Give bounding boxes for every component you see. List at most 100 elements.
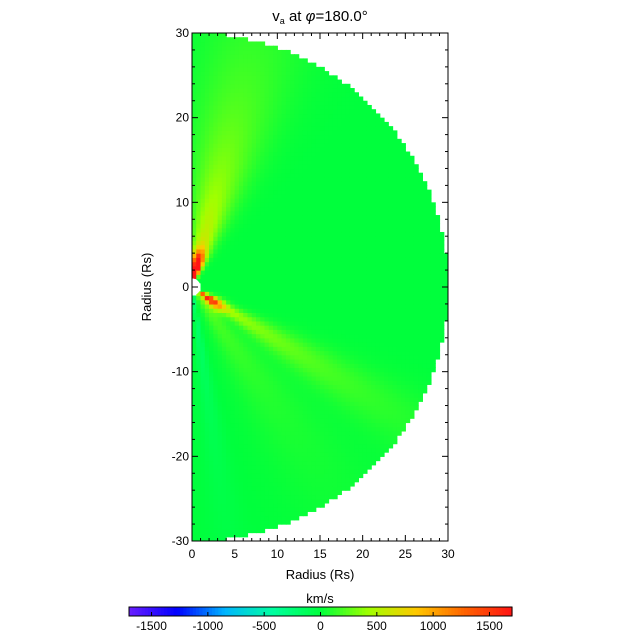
heatmap-cell xyxy=(298,299,304,305)
heatmap-cell xyxy=(371,337,377,343)
heatmap-cell xyxy=(200,447,206,453)
heatmap-layer xyxy=(192,33,448,541)
heatmap-cell xyxy=(260,83,266,89)
heatmap-cell xyxy=(196,244,202,250)
heatmap-cell xyxy=(230,422,236,428)
heatmap-cell xyxy=(379,303,385,309)
heatmap-cell xyxy=(273,363,278,369)
heatmap-cell xyxy=(371,375,377,381)
heatmap-cell xyxy=(226,176,231,182)
heatmap-cell xyxy=(234,181,240,186)
heatmap-cell xyxy=(204,151,210,157)
heatmap-cell xyxy=(277,240,283,246)
heatmap-cell xyxy=(311,193,317,199)
heatmap-cell xyxy=(230,524,236,529)
heatmap-cell xyxy=(204,401,210,407)
heatmap-cell xyxy=(247,502,253,508)
heatmap-cell xyxy=(302,117,308,123)
heatmap-cell xyxy=(260,443,266,449)
heatmap-cell xyxy=(264,405,270,411)
heatmap-cell xyxy=(345,168,351,174)
heatmap-cell xyxy=(358,325,364,330)
heatmap-cell xyxy=(213,126,219,131)
heatmap-cell xyxy=(234,155,240,161)
heatmap-cell xyxy=(264,282,270,288)
heatmap-cell xyxy=(324,261,330,267)
heatmap-cell xyxy=(238,79,244,85)
heatmap-cell xyxy=(260,380,266,385)
heatmap-cell xyxy=(384,358,389,364)
heatmap-cell xyxy=(354,405,359,411)
heatmap-cell xyxy=(290,346,295,352)
heatmap-cell xyxy=(281,409,287,415)
heatmap-cell xyxy=(230,193,236,199)
heatmap-cell xyxy=(320,240,325,246)
heatmap-cell xyxy=(371,452,377,457)
heatmap-cell xyxy=(311,189,317,195)
heatmap-cell xyxy=(379,181,385,186)
heatmap-cell xyxy=(341,96,347,102)
heatmap-cell xyxy=(209,346,214,352)
heatmap-cell xyxy=(256,447,261,453)
heatmap-cell xyxy=(268,443,274,449)
heatmap-cell xyxy=(260,198,266,203)
heatmap-cell xyxy=(192,168,197,174)
heatmap-cell xyxy=(213,130,219,136)
heatmap-cell xyxy=(230,388,236,394)
heatmap-cell xyxy=(341,329,347,335)
heatmap-cell xyxy=(277,447,283,453)
heatmap-cell xyxy=(277,176,283,182)
heatmap-cell xyxy=(273,75,278,81)
heatmap-cell xyxy=(341,160,347,165)
heatmap-cell xyxy=(320,210,325,216)
heatmap-cell xyxy=(277,430,283,436)
heatmap-cell xyxy=(251,308,257,313)
heatmap-cell xyxy=(349,138,355,144)
heatmap-cell xyxy=(298,511,304,517)
heatmap-cell xyxy=(221,426,227,432)
heatmap-cell xyxy=(230,367,236,373)
heatmap-cell xyxy=(243,384,249,390)
heatmap-cell xyxy=(277,490,283,496)
heatmap-cell xyxy=(247,287,253,292)
heatmap-cell xyxy=(294,409,300,415)
heatmap-cell xyxy=(226,83,231,89)
heatmap-cell xyxy=(302,337,308,343)
heatmap-cell xyxy=(268,100,274,106)
heatmap-cell xyxy=(362,469,368,474)
heatmap-cell xyxy=(324,168,330,174)
heatmap-cell xyxy=(238,96,244,102)
heatmap-cell xyxy=(311,257,317,263)
heatmap-cell xyxy=(217,329,223,335)
heatmap-cell xyxy=(388,337,394,343)
heatmap-cell xyxy=(298,113,304,119)
heatmap-cell xyxy=(221,45,227,51)
heatmap-cell xyxy=(362,176,368,182)
heatmap-cell xyxy=(277,295,283,301)
heatmap-cell xyxy=(196,138,202,144)
heatmap-cell xyxy=(349,325,355,330)
heatmap-cell xyxy=(302,308,308,313)
heatmap-cell xyxy=(349,126,355,131)
heatmap-cell xyxy=(209,308,214,313)
heatmap-cell xyxy=(192,33,197,38)
heatmap-cell xyxy=(273,295,278,301)
heatmap-cell xyxy=(226,236,231,242)
heatmap-cell xyxy=(375,414,381,419)
heatmap-cell xyxy=(337,443,342,449)
heatmap-cell xyxy=(371,333,377,339)
heatmap-cell xyxy=(243,62,249,68)
heatmap-cell xyxy=(238,490,244,496)
heatmap-cell xyxy=(341,138,347,144)
heatmap-cell xyxy=(230,88,236,93)
heatmap-cell xyxy=(320,481,325,487)
heatmap-cell xyxy=(230,62,236,68)
heatmap-cell xyxy=(358,231,364,237)
heatmap-cell xyxy=(281,155,287,161)
heatmap-cell xyxy=(375,160,381,165)
heatmap-cell xyxy=(213,473,219,479)
heatmap-cell xyxy=(230,515,236,521)
heatmap-cell xyxy=(349,147,355,153)
heatmap-cell xyxy=(384,130,389,136)
heatmap-cell xyxy=(362,236,368,242)
